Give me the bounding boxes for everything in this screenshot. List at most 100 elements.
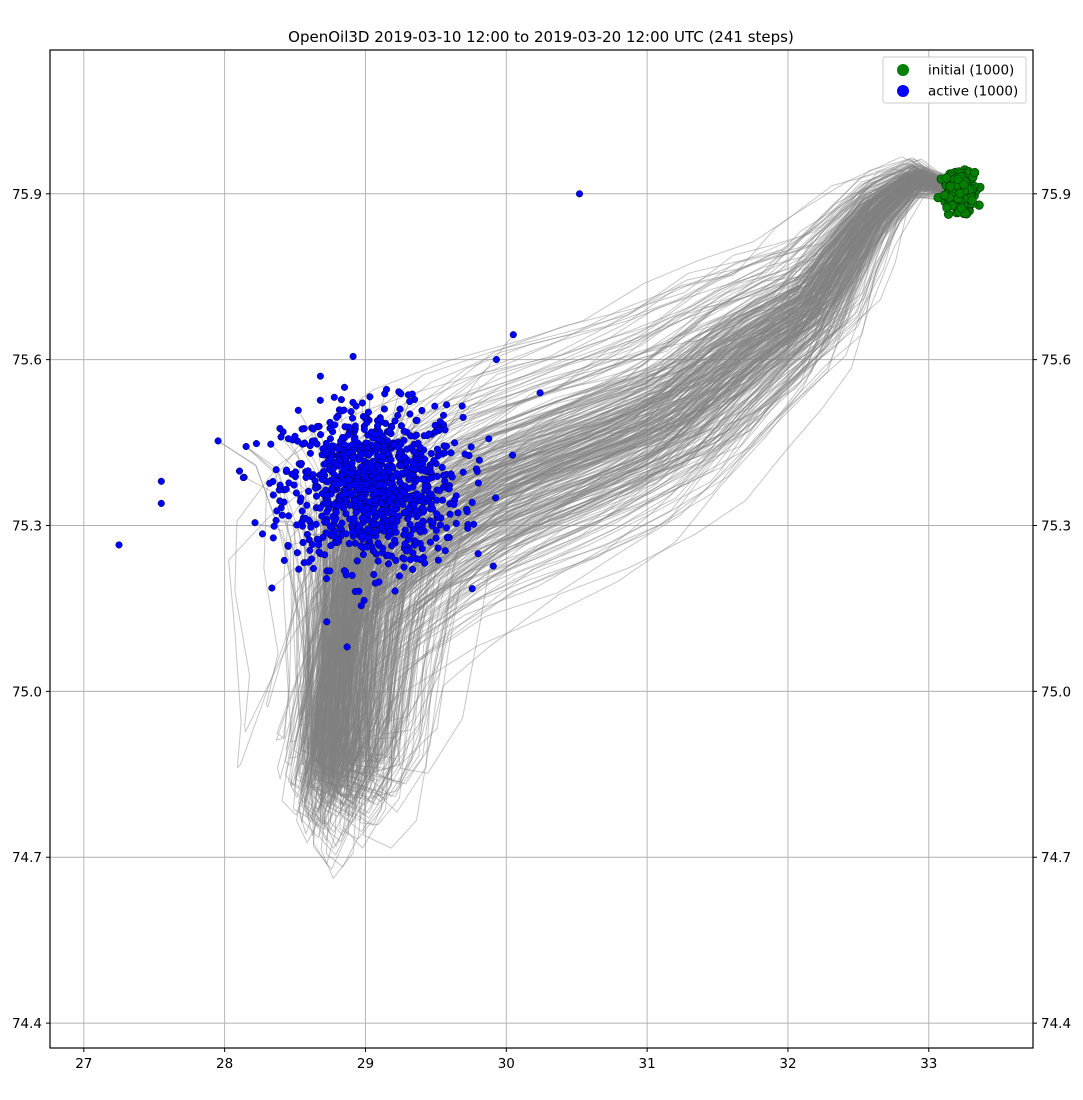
active-particle (416, 555, 424, 563)
active-particle (379, 452, 387, 460)
active-particle (409, 472, 417, 480)
trajectory-line (311, 178, 961, 781)
trajectory-line (298, 163, 963, 724)
trajectory-line (234, 168, 962, 733)
active-particle (378, 523, 386, 531)
trajectory-line (330, 182, 967, 773)
trajectory-line (316, 171, 962, 781)
active-particle (467, 443, 475, 451)
trajectory-line (332, 170, 957, 768)
trajectory-line (318, 173, 966, 770)
trajectory-line (324, 188, 960, 843)
legend-box (882, 56, 1027, 104)
trajectory-line (365, 173, 955, 772)
trajectory-line (310, 184, 964, 826)
trajectory-line (340, 179, 955, 832)
active-particle (489, 562, 497, 570)
active-particle (416, 443, 424, 451)
trajectory-line (312, 157, 959, 700)
trajectory-line (363, 184, 955, 849)
y-tick-label-right: 75.9 (1041, 187, 1071, 203)
active-particle (313, 422, 321, 431)
trajectory-line (333, 173, 958, 766)
trajectory-line (353, 177, 961, 803)
active-particle (443, 524, 451, 532)
trajectory-line (305, 189, 960, 828)
active-particle (441, 547, 449, 555)
active-particle (320, 460, 328, 468)
active-particle (383, 437, 392, 445)
trajectory-line (304, 179, 958, 813)
trajectory-line (343, 174, 960, 775)
trajectory-line (320, 187, 957, 879)
trajectory-line (319, 169, 956, 745)
trajectory-line (326, 174, 961, 803)
active-particle (311, 477, 319, 485)
active-particle (387, 456, 395, 464)
active-particle (433, 496, 441, 504)
active-particle (350, 514, 358, 522)
active-particle (338, 530, 346, 538)
trajectory-line (308, 168, 962, 740)
trajectory-line (311, 167, 966, 760)
active-particle (451, 439, 459, 447)
active-particle (373, 430, 381, 438)
active-particle (420, 506, 428, 514)
active-particle (438, 463, 446, 471)
trajectory-line (327, 176, 956, 778)
active-particle (322, 529, 330, 537)
trajectory-line (327, 176, 965, 793)
active-particle (459, 468, 467, 476)
trajectory-line (313, 182, 962, 777)
trajectory-line (323, 168, 961, 729)
trajectory-line (342, 177, 960, 760)
trajectory-line (342, 177, 954, 782)
active-particle (315, 548, 323, 556)
active-particle (400, 555, 408, 563)
plot-frame (49, 49, 1034, 1049)
active-particle (334, 480, 342, 488)
active-particle (348, 571, 356, 579)
trajectory-line (327, 173, 967, 763)
trajectory-line (358, 169, 959, 762)
active-particle (357, 493, 365, 501)
active-particle (339, 433, 347, 442)
active-particle (464, 524, 472, 532)
trajectory-line (323, 168, 963, 732)
active-particle (372, 489, 380, 497)
trajectory-line (333, 179, 966, 809)
trajectory-line (306, 181, 965, 796)
active-particle (345, 539, 353, 548)
legend: initial (1000) active (1000) (882, 56, 1027, 104)
trajectory-line (350, 185, 957, 814)
trajectory-line (356, 183, 965, 826)
active-particle (364, 408, 372, 416)
trajectory-line (346, 184, 962, 806)
active-particle (458, 402, 466, 410)
trajectory-line (313, 186, 963, 865)
trajectory-line (355, 171, 963, 800)
trajectory-line (334, 182, 958, 809)
active-particle (357, 602, 365, 610)
trajectory-line (323, 177, 964, 795)
active-particle (276, 424, 284, 433)
active-particle (294, 406, 302, 414)
active-particle (359, 412, 367, 421)
trajectory-line (322, 179, 968, 759)
y-tick-label-right: 75.3 (1041, 519, 1071, 535)
trajectory-line (339, 179, 967, 779)
trajectory-line (316, 174, 958, 751)
active-particle (341, 465, 349, 473)
active-particle (334, 536, 342, 544)
trajectory-line (318, 174, 966, 778)
active-particle (387, 516, 395, 524)
legend-initial-label: initial (1000) (928, 63, 1014, 79)
trajectory-line (312, 178, 962, 791)
x-tick-label: 27 (75, 1056, 92, 1072)
trajectory-line (297, 188, 956, 848)
trajectory-line (303, 193, 954, 822)
trajectory-line (333, 176, 962, 771)
active-particle (344, 449, 352, 457)
trajectory-line (323, 174, 961, 788)
active-particle (409, 565, 417, 573)
